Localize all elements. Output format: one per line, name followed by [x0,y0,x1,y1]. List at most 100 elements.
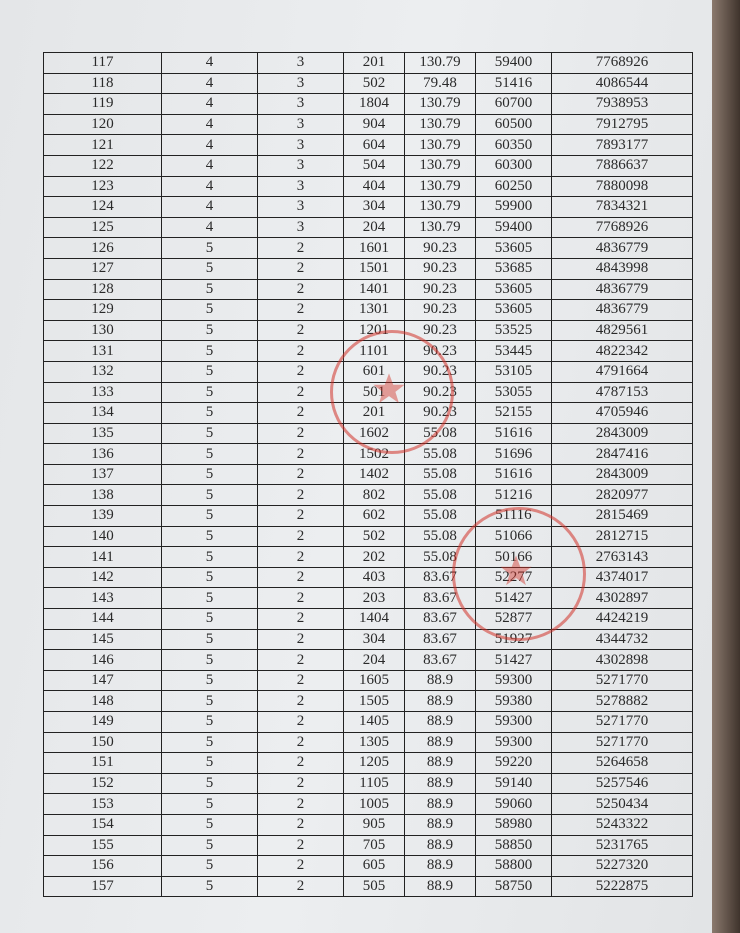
table-cell: 5271770 [551,731,693,754]
table-cell: 88.9 [404,669,476,692]
table-cell: 88.9 [404,690,476,712]
table-cell: 4829561 [551,319,693,342]
table-cell: 88.9 [404,731,476,754]
table-cell: 3 [257,196,344,218]
table-cell: 2 [257,690,344,712]
table-cell: 137 [43,463,162,486]
table-cell: 5 [161,525,258,548]
table-cell: 4822342 [551,340,693,362]
table-cell: 1205 [343,752,405,774]
table-cell: 3 [257,175,344,198]
table-cell: 5 [161,484,258,507]
table-cell: 2 [257,278,344,301]
table-cell: 3 [257,134,344,156]
table-cell: 154 [43,813,162,836]
table-cell: 1601 [343,237,405,259]
table-row: 149 5 2 1405 88.9 59300 5271770 [43,711,693,733]
table-cell: 130.79 [404,196,476,218]
table-cell: 142 [43,566,162,589]
table-cell: 7912795 [551,113,693,136]
table-cell: 7768926 [551,216,693,239]
table-cell: 4302897 [551,587,693,610]
table-cell: 1402 [343,463,405,486]
table-cell: 83.67 [404,649,476,671]
table-cell: 155 [43,834,162,857]
table-row: 119 4 3 1804 130.79 60700 7938953 [43,93,693,115]
table-cell: 88.9 [404,752,476,774]
table-cell: 88.9 [404,813,476,836]
table-cell: 88.9 [404,875,476,898]
table-cell: 60700 [475,93,552,115]
table-cell: 119 [43,93,162,115]
table-cell: 2 [257,319,344,342]
table-cell: 705 [343,834,405,857]
table-row: 130 5 2 1201 90.23 53525 4829561 [43,319,693,342]
table-cell: 52877 [475,608,552,630]
price-table: 117 4 3 201 130.79 59400 7768926 118 4 3 502 79.48 5… [43,52,693,898]
table-cell: 2 [257,793,344,815]
table-cell: 90.23 [404,381,476,404]
table-cell: 4836779 [551,237,693,259]
table-cell: 4 [161,93,258,115]
table-cell: 152 [43,772,162,795]
table-row: 144 5 2 1404 83.67 52877 4424219 [43,608,693,630]
table-cell: 53605 [475,278,552,301]
table-cell: 130.79 [404,216,476,239]
table-cell: 88.9 [404,855,476,877]
table-cell: 601 [343,360,405,383]
table-row: 121 4 3 604 130.79 60350 7893177 [43,134,693,156]
table-cell: 51066 [475,525,552,548]
table-cell: 5 [161,443,258,465]
table-cell: 3 [257,113,344,136]
table-cell: 136 [43,443,162,465]
table-cell: 501 [343,381,405,404]
background-edge [712,0,740,933]
table-cell: 146 [43,649,162,671]
table-cell: 60500 [475,113,552,136]
table-cell: 55.08 [404,443,476,465]
table-cell: 5 [161,813,258,836]
table-cell: 3 [257,93,344,115]
table-cell: 50166 [475,546,552,568]
table-cell: 60250 [475,175,552,198]
table-cell: 5 [161,875,258,898]
table-cell: 51416 [475,72,552,95]
table-row: 117 4 3 201 130.79 59400 7768926 [43,52,693,74]
table-cell: 2820977 [551,484,693,507]
price-table-body: 117 4 3 201 130.79 59400 7768926 118 4 3 502 79.48 5… [43,52,693,898]
table-cell: 2 [257,381,344,404]
table-cell: 151 [43,752,162,774]
table-cell: 150 [43,731,162,754]
table-cell: 201 [343,402,405,424]
table-cell: 2 [257,855,344,877]
table-cell: 130.79 [404,154,476,177]
table-cell: 1605 [343,669,405,692]
table-cell: 4 [161,175,258,198]
table-row: 141 5 2 202 55.08 50166 2763143 [43,546,693,568]
table-cell: 2847416 [551,443,693,465]
table-cell: 7880098 [551,175,693,198]
table-cell: 5 [161,422,258,445]
table-cell: 5 [161,649,258,671]
table-cell: 145 [43,628,162,651]
table-cell: 55.08 [404,422,476,445]
table-row: 148 5 2 1505 88.9 59380 5278882 [43,690,693,712]
table-cell: 504 [343,154,405,177]
table-row: 142 5 2 403 83.67 52277 4374017 [43,566,693,589]
table-cell: 2 [257,546,344,568]
table-cell: 502 [343,72,405,95]
table-cell: 90.23 [404,299,476,321]
table-row: 137 5 2 1402 55.08 51616 2843009 [43,463,693,486]
table-row: 131 5 2 1101 90.23 53445 4822342 [43,340,693,362]
table-cell: 5 [161,257,258,280]
table-cell: 143 [43,587,162,610]
table-cell: 4 [161,196,258,218]
table-cell: 4787153 [551,381,693,404]
table-cell: 2812715 [551,525,693,548]
table-cell: 7768926 [551,52,693,74]
table-row: 139 5 2 602 55.08 51116 2815469 [43,505,693,527]
table-cell: 2 [257,566,344,589]
table-cell: 53605 [475,299,552,321]
table-cell: 4 [161,154,258,177]
table-cell: 90.23 [404,360,476,383]
